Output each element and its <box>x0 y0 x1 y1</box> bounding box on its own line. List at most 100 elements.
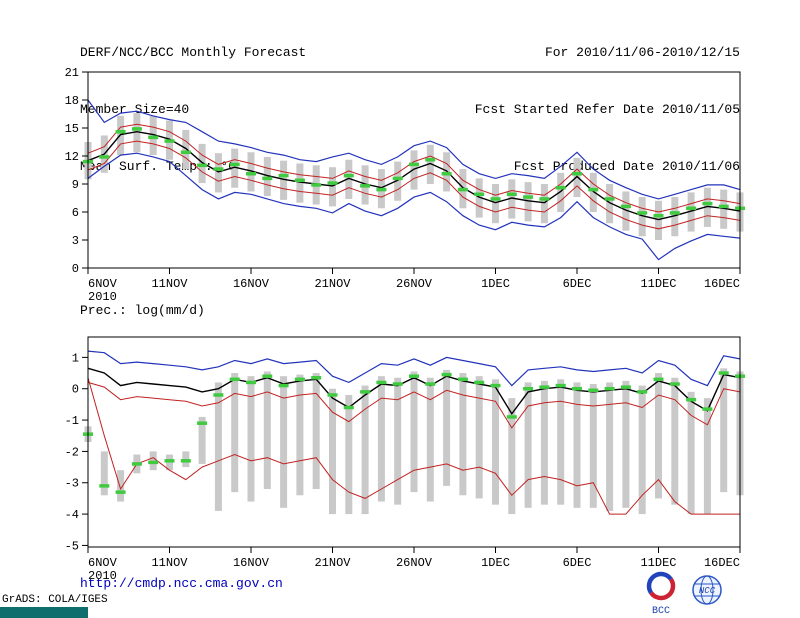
ensemble-bar <box>312 373 320 490</box>
ensemble-bar <box>117 470 125 502</box>
fcst-produced-date-label: Fcst Produced Date 2010/11/06 <box>513 159 740 174</box>
y-tick-label: -1 <box>65 414 79 428</box>
ncc-logo-meridian <box>700 575 714 605</box>
ensemble-bar <box>524 382 532 508</box>
ensemble-bar <box>263 371 271 490</box>
ensemble-bar <box>100 451 108 496</box>
x-tick-label: 11NOV <box>151 277 188 291</box>
grads-stamp-bar <box>0 607 88 618</box>
ensemble-max-line <box>87 99 741 200</box>
header-right: For 2010/11/06-2010/12/15 Fcst Started R… <box>475 5 740 214</box>
ensemble-bar <box>410 150 418 190</box>
y-tick-label: 6 <box>72 206 79 220</box>
y-tick-label: -3 <box>65 477 79 491</box>
ensemble-min-line <box>87 152 741 261</box>
ensemble-bar <box>475 178 483 218</box>
minus-std-line <box>87 377 740 515</box>
x-tick-label: 16DEC <box>704 277 740 291</box>
x-tick-label: 16DEC <box>704 556 740 570</box>
bcc-logo-label: BCC <box>652 606 670 616</box>
plus-std-line <box>87 123 741 213</box>
y-tick-label: 0 <box>72 262 79 276</box>
ensemble-bar <box>345 394 353 515</box>
x-axis-year-label: 2010 <box>88 290 117 304</box>
ensemble-bar <box>182 129 190 170</box>
y-tick-label: 0 <box>72 383 79 397</box>
y-axis: 1 0 -1 -2 -3 -4 -5 <box>65 351 88 553</box>
ensemble-bar <box>263 156 271 197</box>
x-axis-year-label: 2010 <box>88 569 117 583</box>
ensemble-bar <box>329 388 336 515</box>
ensemble-bar <box>606 382 614 511</box>
bcc-logo: BCC <box>646 571 676 616</box>
x-tick-label: 6DEC <box>563 277 592 291</box>
ensemble-max-line <box>87 350 741 387</box>
ensemble-bar <box>280 160 288 200</box>
ensemble-bar <box>492 379 499 505</box>
ensemble-bar <box>671 197 679 237</box>
x-tick-label: 16NOV <box>233 277 270 291</box>
ensemble-bar <box>573 382 581 508</box>
plus-std-line <box>87 381 741 429</box>
ensemble-spread-bars <box>84 113 744 240</box>
ensemble-bar <box>589 384 597 508</box>
x-tick-label: 6NOV <box>88 277 118 291</box>
ensemble-bar <box>296 374 304 496</box>
ensemble-bar <box>280 376 288 508</box>
y-tick-label: 12 <box>65 150 79 164</box>
ensemble-bar <box>231 373 239 493</box>
ensemble-bar <box>329 167 336 207</box>
y-tick-label: -4 <box>65 508 79 522</box>
y-tick-label: 3 <box>72 234 79 248</box>
ensemble-bar <box>214 382 222 511</box>
ensemble-bar <box>133 113 141 153</box>
y-tick-label: 15 <box>65 122 79 136</box>
ensemble-bar <box>687 192 695 232</box>
ensemble-bar <box>214 153 222 193</box>
ensemble-bar <box>655 373 662 499</box>
ensemble-bar <box>638 385 646 515</box>
ncc-logo: NCC <box>692 575 722 605</box>
ensemble-bar <box>410 371 418 493</box>
ensemble-bar <box>720 368 728 493</box>
fcst-refer-date-label: Fcst Started Refer Date 2010/11/05 <box>474 102 740 117</box>
page-title: DERF/NCC/BCC Monthly Forecast <box>80 45 307 60</box>
x-tick-label: 11NOV <box>151 556 188 570</box>
ensemble-bar <box>443 369 451 486</box>
ensemble-bar <box>524 182 532 222</box>
ensemble-bar <box>247 376 255 502</box>
ensemble-bar <box>345 159 353 199</box>
ensemble-bar <box>540 380 548 505</box>
ensemble-bar <box>426 144 434 184</box>
ensemble-bar <box>606 184 614 224</box>
observation-dashes <box>83 371 745 494</box>
ensemble-bar <box>703 187 711 227</box>
ensemble-bar <box>459 373 467 496</box>
x-tick-label: 26NOV <box>396 277 433 291</box>
ensemble-bar <box>638 197 646 237</box>
ensemble-mean-line <box>87 130 741 221</box>
x-tick-label: 21NOV <box>314 556 351 570</box>
ensemble-bar <box>247 152 255 192</box>
ensemble-bar <box>394 377 402 505</box>
prec-panel-title: Prec.: log(mm/d) <box>80 303 205 318</box>
grads-credit: GrADS: COLA/IGES <box>2 594 108 606</box>
ensemble-bar <box>557 379 565 505</box>
ensemble-bar <box>540 184 548 224</box>
y-tick-label: 1 <box>72 351 79 365</box>
y-axis: 0 3 6 9 12 15 18 21 <box>65 66 88 276</box>
x-tick-label: 6NOV <box>88 556 118 570</box>
observation-dashes <box>83 127 745 218</box>
y-tick-label: -2 <box>65 445 79 459</box>
ensemble-bar <box>622 191 630 231</box>
ensemble-bar <box>475 376 483 499</box>
ensemble-bar <box>557 172 565 212</box>
ensemble-bar <box>622 380 630 508</box>
ensemble-bar <box>655 200 662 240</box>
ncc-logo-label: NCC <box>699 586 716 596</box>
ensemble-bar <box>573 157 581 198</box>
